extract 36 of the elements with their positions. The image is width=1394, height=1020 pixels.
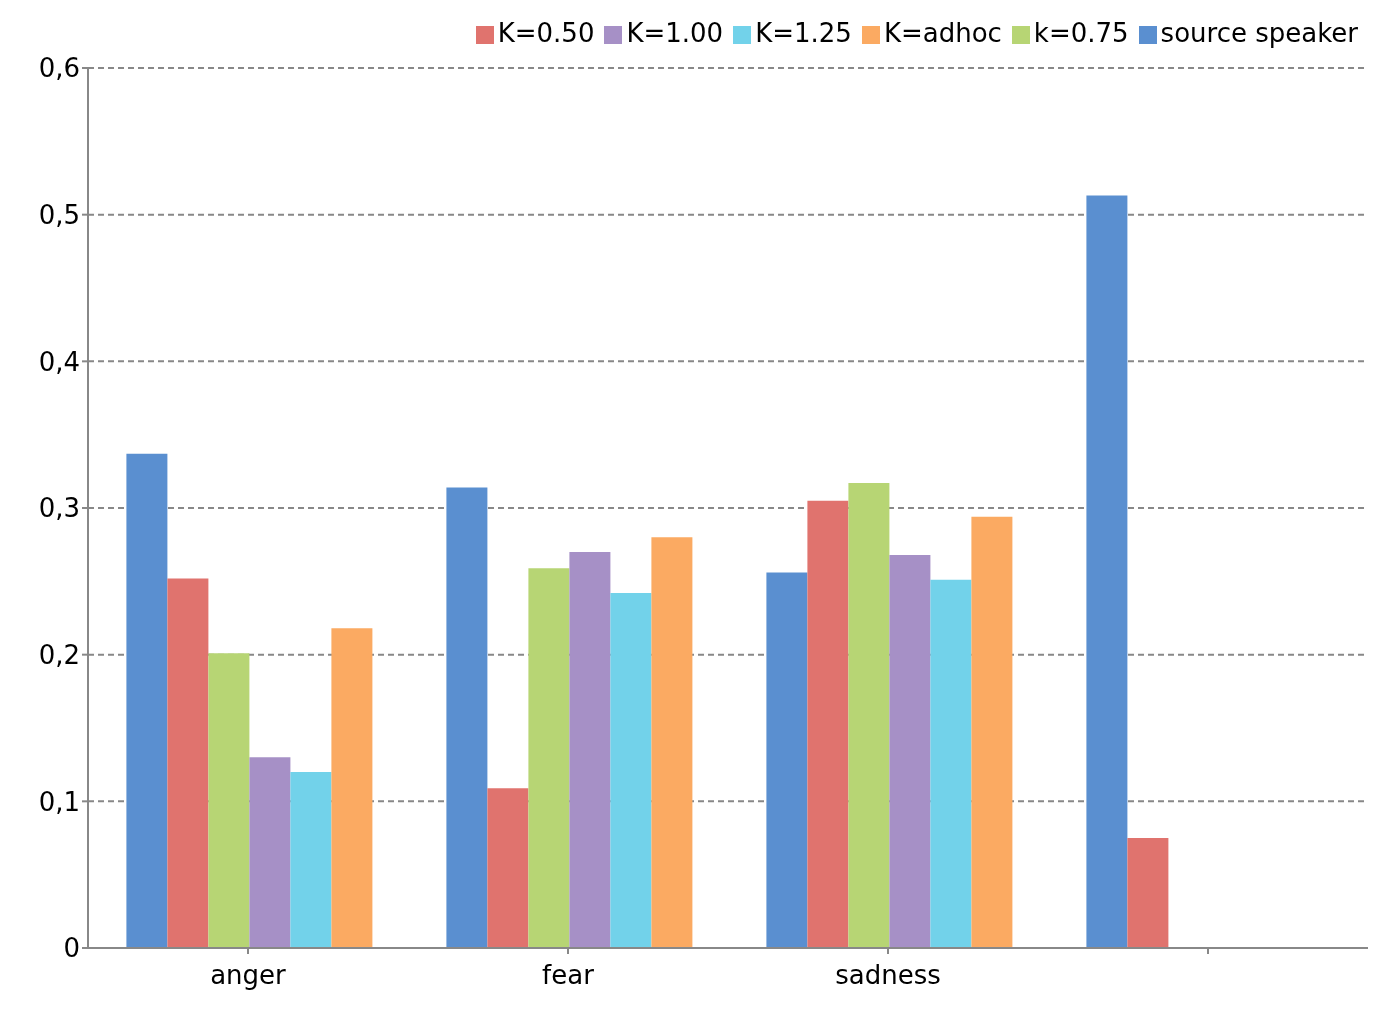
x-tick-label: fear: [542, 960, 595, 991]
bar: [610, 593, 652, 948]
bar: [167, 578, 209, 948]
bar: [889, 554, 931, 948]
legend-label: source speaker: [1160, 18, 1358, 48]
bar: [1086, 195, 1128, 948]
bar: [651, 537, 693, 948]
bar: [930, 579, 972, 948]
y-tick-label: 0,4: [38, 346, 80, 377]
x-tick-label: anger: [210, 960, 287, 991]
bar: [1127, 838, 1169, 948]
bar: [971, 516, 1013, 948]
bar: [569, 552, 611, 948]
bar: [331, 628, 373, 948]
legend-label: K=1.00: [626, 18, 724, 48]
y-tick-label: 0: [63, 933, 80, 964]
bar: [290, 772, 332, 948]
bar: [249, 757, 291, 948]
bar: [487, 788, 529, 948]
x-tick-label: sadness: [835, 960, 941, 991]
bar: [848, 483, 890, 948]
y-tick-label: 0,6: [38, 53, 80, 84]
bar: [766, 572, 808, 948]
legend-label: K=1.25: [755, 18, 852, 48]
bar: [528, 568, 570, 948]
bar: [807, 500, 849, 948]
bar: [446, 487, 488, 948]
bar: [208, 653, 250, 948]
bar: [126, 453, 168, 948]
y-tick-label: 0,2: [38, 639, 80, 670]
y-tick-label: 0,1: [38, 786, 80, 817]
legend-label: K=adhoc: [883, 18, 1002, 48]
y-tick-label: 0,5: [38, 199, 80, 230]
y-tick-label: 0,3: [38, 493, 80, 524]
legend-label: K=0.50: [497, 18, 595, 48]
legend-label: k=0.75: [1033, 18, 1129, 48]
